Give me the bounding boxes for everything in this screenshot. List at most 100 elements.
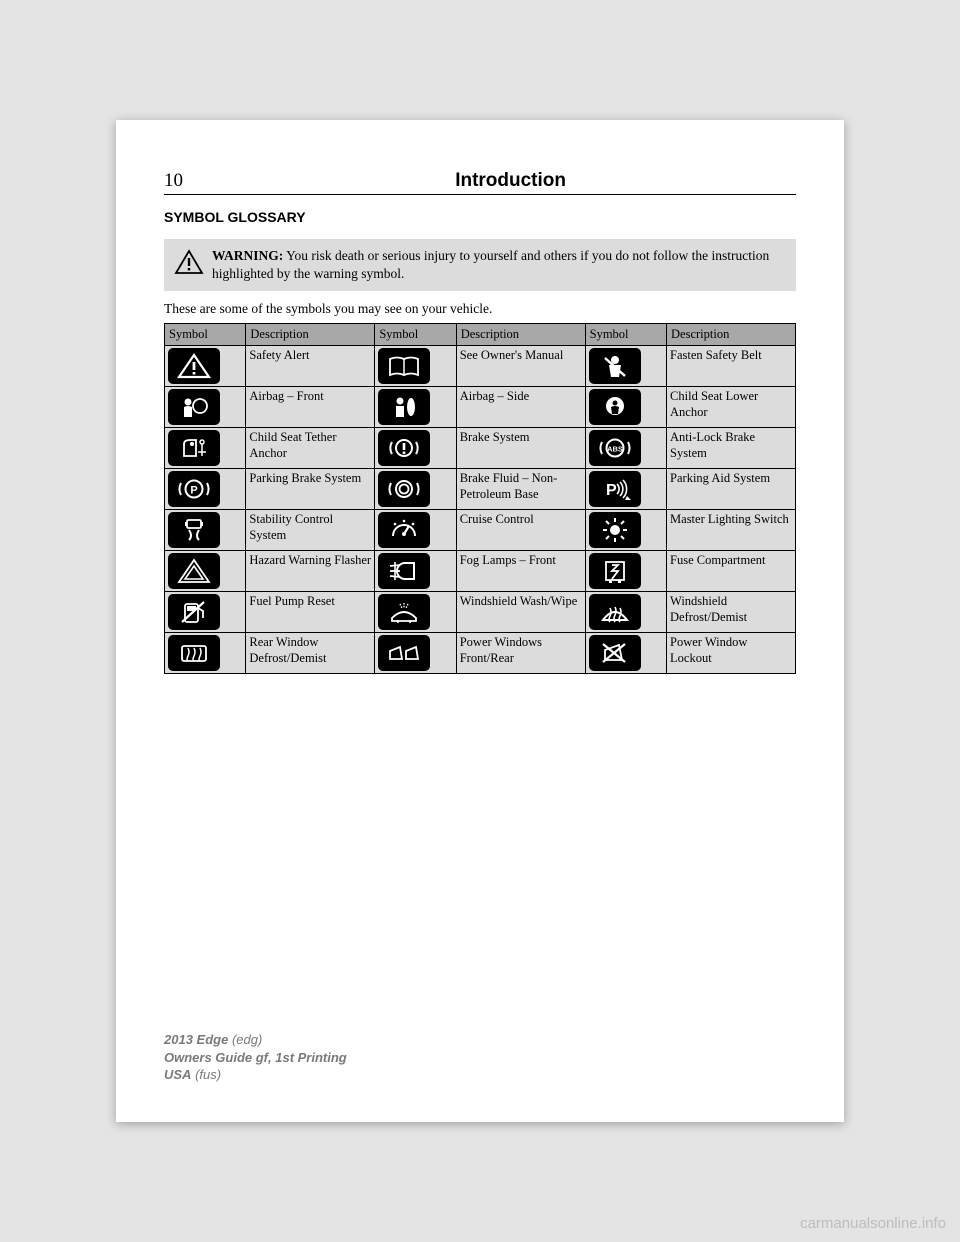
brake-system-icon <box>378 430 430 466</box>
parking-aid-icon: P <box>589 471 641 507</box>
symbol-cell: ABS <box>585 428 666 469</box>
symbol-cell <box>165 592 246 633</box>
symbol-glossary-table: Symbol Description Symbol Description Sy… <box>164 323 796 674</box>
symbol-cell <box>375 387 456 428</box>
abs-icon: ABS <box>589 430 641 466</box>
table-row: Safety Alert See Owner's Manual Fasten Saf… <box>165 346 796 387</box>
watermark-text: carmanualsonline.info <box>800 1215 946 1232</box>
symbol-cell <box>375 592 456 633</box>
description-cell: Parking Brake System <box>246 469 375 510</box>
col-description: Description <box>667 324 796 346</box>
parking-brake-icon: P <box>168 471 220 507</box>
symbol-cell <box>585 387 666 428</box>
child-tether-icon <box>168 430 220 466</box>
manual-page: 10 Introduction SYMBOL GLOSSARY WARNING:… <box>116 120 844 1122</box>
description-cell: Master Lighting Switch <box>667 510 796 551</box>
description-cell: Brake System <box>456 428 585 469</box>
footer-region-code: (fus) <box>191 1067 221 1082</box>
description-cell: Safety Alert <box>246 346 375 387</box>
airbag-side-icon <box>378 389 430 425</box>
symbol-cell: P <box>585 469 666 510</box>
lighting-icon <box>589 512 641 548</box>
table-row: Fuel Pump ResetWindshield Wash/WipeWinds… <box>165 592 796 633</box>
window-lockout-icon <box>589 635 641 671</box>
fuel-reset-icon <box>168 594 220 630</box>
page-number: 10 <box>164 170 183 192</box>
owners-manual-icon <box>378 348 430 384</box>
description-cell: See Owner's Manual <box>456 346 585 387</box>
table-row: P Parking Brake System Brake Fluid – Non-P… <box>165 469 796 510</box>
description-cell: Power Window Lockout <box>667 633 796 674</box>
description-cell: Fuel Pump Reset <box>246 592 375 633</box>
cruise-icon <box>378 512 430 548</box>
table-row: Airbag – Front Airbag – Side Child Seat Lo… <box>165 387 796 428</box>
defrost-front-icon <box>589 594 641 630</box>
symbol-cell <box>165 387 246 428</box>
description-cell: Fuse Compartment <box>667 551 796 592</box>
symbol-cell <box>375 428 456 469</box>
symbol-cell <box>375 633 456 674</box>
description-cell: Brake Fluid – Non-Petroleum Base <box>456 469 585 510</box>
description-cell: Fog Lamps – Front <box>456 551 585 592</box>
table-row: Stability Control SystemCruise ControlMa… <box>165 510 796 551</box>
fuse-icon <box>589 553 641 589</box>
symbol-cell <box>165 428 246 469</box>
symbol-cell <box>165 633 246 674</box>
fog-lamps-icon <box>378 553 430 589</box>
warning-label: WARNING: <box>212 248 283 263</box>
description-cell: Airbag – Side <box>456 387 585 428</box>
table-row: Hazard Warning Flasher Fog Lamps – Front F… <box>165 551 796 592</box>
col-description: Description <box>456 324 585 346</box>
wash-wipe-icon <box>378 594 430 630</box>
airbag-front-icon <box>168 389 220 425</box>
intro-text: These are some of the symbols you may se… <box>164 301 796 317</box>
footer-region: USA <box>164 1067 191 1082</box>
description-cell: Hazard Warning Flasher <box>246 551 375 592</box>
footer-model: 2013 Edge <box>164 1032 228 1047</box>
symbol-cell <box>585 510 666 551</box>
defrost-rear-icon <box>168 635 220 671</box>
description-cell: Anti-Lock Brake System <box>667 428 796 469</box>
col-symbol: Symbol <box>165 324 246 346</box>
svg-text:ABS: ABS <box>607 445 623 454</box>
description-cell: Windshield Wash/Wipe <box>456 592 585 633</box>
warning-text: WARNING: You risk death or serious injur… <box>212 247 786 283</box>
footer-block: 2013 Edge (edg) Owners Guide gf, 1st Pri… <box>164 1031 347 1084</box>
svg-text:P: P <box>190 485 197 497</box>
col-symbol: Symbol <box>585 324 666 346</box>
description-cell: Cruise Control <box>456 510 585 551</box>
description-cell: Power Windows Front/Rear <box>456 633 585 674</box>
brake-fluid-icon <box>378 471 430 507</box>
description-cell: Child Seat Tether Anchor <box>246 428 375 469</box>
description-cell: Fasten Safety Belt <box>667 346 796 387</box>
symbol-cell <box>165 510 246 551</box>
col-description: Description <box>246 324 375 346</box>
table-row: Rear Window Defrost/Demist Power Windows … <box>165 633 796 674</box>
warning-body: You risk death or serious injury to your… <box>212 248 769 281</box>
symbol-cell <box>375 346 456 387</box>
symbol-cell <box>375 469 456 510</box>
stability-icon <box>168 512 220 548</box>
warning-box: WARNING: You risk death or serious injur… <box>164 239 796 291</box>
symbol-cell <box>585 346 666 387</box>
chapter-title: Introduction <box>455 170 566 192</box>
footer-guide: Owners Guide gf, 1st Printing <box>164 1050 347 1065</box>
fasten-belt-icon <box>589 348 641 384</box>
symbol-cell <box>165 551 246 592</box>
symbol-cell <box>375 510 456 551</box>
safety-alert-icon <box>168 348 220 384</box>
warning-triangle-icon <box>174 249 204 280</box>
symbol-cell <box>585 633 666 674</box>
description-cell: Airbag – Front <box>246 387 375 428</box>
footer-model-code: (edg) <box>228 1032 262 1047</box>
symbol-cell <box>165 346 246 387</box>
col-symbol: Symbol <box>375 324 456 346</box>
symbol-cell <box>585 592 666 633</box>
description-cell: Parking Aid System <box>667 469 796 510</box>
symbol-cell <box>585 551 666 592</box>
power-windows-icon <box>378 635 430 671</box>
page-header: 10 Introduction <box>164 170 796 195</box>
description-cell: Child Seat Lower Anchor <box>667 387 796 428</box>
table-header-row: Symbol Description Symbol Description Sy… <box>165 324 796 346</box>
description-cell: Rear Window Defrost/Demist <box>246 633 375 674</box>
